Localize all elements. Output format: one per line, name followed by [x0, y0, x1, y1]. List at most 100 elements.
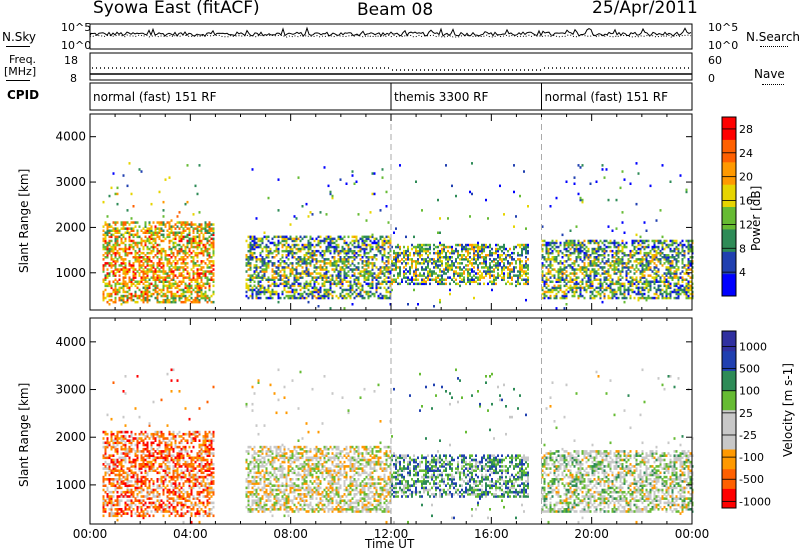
echo-cell [355, 278, 358, 281]
echo-cell [385, 239, 388, 243]
echo-cell [305, 243, 308, 247]
echo-cell [673, 272, 676, 275]
echo-cell [313, 290, 316, 294]
echo-cell [144, 235, 147, 239]
echo-cell [685, 292, 688, 296]
echo-cell [253, 272, 256, 275]
echo-cell [146, 229, 149, 232]
echo-cell [108, 247, 111, 251]
echo-cell [357, 292, 360, 296]
echo-cell [639, 258, 642, 261]
echo-cell [667, 258, 670, 261]
echo-cell [421, 209, 423, 212]
echo-cell [423, 268, 425, 271]
echo-cell [509, 274, 511, 277]
echo-cell [305, 268, 308, 271]
echo-cell [273, 276, 276, 279]
echo-cell [275, 245, 278, 249]
echo-cell [144, 276, 147, 279]
echo-cell [415, 180, 417, 183]
echo-cell [106, 443, 109, 447]
echo-cell [307, 300, 310, 304]
echo-cell [635, 280, 638, 283]
echo-cell [148, 256, 151, 259]
echo-cell [597, 272, 600, 275]
echo-cell [321, 278, 324, 281]
echo-cell [136, 300, 139, 304]
echo-cell [675, 264, 678, 267]
echo-cell [164, 178, 167, 181]
echo-cell [146, 231, 149, 234]
echo-cell [164, 300, 167, 304]
echo-cell [202, 235, 205, 239]
echo-cell [489, 268, 491, 271]
echo-cell [186, 270, 189, 273]
echo-cell [174, 237, 177, 241]
echo-cell [196, 288, 199, 292]
echo-cell [283, 272, 286, 275]
echo-cell [172, 241, 175, 245]
echo-cell [140, 266, 143, 269]
echo-cell [481, 249, 483, 253]
echo-cell [587, 239, 590, 243]
echo-cell [397, 282, 399, 286]
echo-cell [202, 254, 205, 257]
echo-cell [551, 241, 554, 245]
echo-cell [483, 276, 485, 279]
echo-cell [245, 254, 248, 257]
echo-cell [567, 256, 570, 259]
echo-cell [305, 270, 308, 273]
echo-cell [257, 243, 260, 247]
echo-cell [114, 288, 117, 292]
echo-cell [313, 264, 316, 267]
echo-cell [557, 290, 560, 294]
echo-cell [301, 276, 304, 279]
echo-cell [351, 243, 354, 247]
echo-cell [188, 274, 191, 277]
echo-cell [423, 247, 425, 251]
echo-cell [142, 282, 145, 286]
echo-cell [174, 233, 177, 237]
echo-cell [477, 272, 479, 275]
echo-cell [433, 258, 435, 261]
echo-cell [142, 268, 145, 271]
echo-cell [124, 249, 127, 253]
echo-cell [417, 303, 419, 306]
echo-cell [627, 286, 630, 290]
echo-cell [519, 270, 521, 273]
echo-cell [665, 292, 668, 296]
echo-cell [281, 256, 284, 259]
echo-cell [507, 249, 509, 253]
echo-cell [609, 274, 612, 277]
echo-cell [389, 270, 392, 273]
echo-cell [579, 198, 582, 202]
echo-cell [503, 251, 505, 255]
echo-cell [257, 282, 260, 286]
echo-cell [198, 286, 201, 290]
echo-cell [287, 290, 290, 294]
echo-cell [347, 280, 350, 283]
echo-cell [647, 239, 650, 243]
echo-cell [387, 262, 390, 265]
echo-cell [331, 237, 334, 241]
echo-cell [106, 262, 109, 265]
echo-cell [621, 221, 624, 224]
echo-cell [361, 270, 364, 273]
echo-cell [190, 237, 193, 241]
echo-cell [633, 278, 636, 281]
echo-cell [120, 223, 123, 226]
echo-cell [507, 266, 509, 269]
echo-cell [186, 262, 189, 265]
echo-cell [212, 233, 215, 237]
echo-cell [124, 245, 127, 249]
echo-cell [112, 300, 115, 304]
echo-cell [549, 270, 552, 273]
echo-cell [663, 272, 666, 275]
echo-cell [485, 274, 487, 277]
echo-cell [653, 280, 656, 283]
echo-cell [196, 286, 199, 290]
echo-cell [114, 268, 117, 271]
echo-cell [180, 245, 183, 249]
echo-cell [327, 243, 330, 247]
echo-cell [679, 286, 682, 290]
